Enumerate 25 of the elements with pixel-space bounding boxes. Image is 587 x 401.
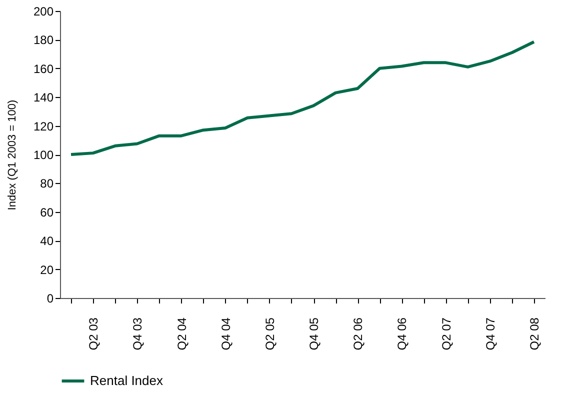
y-tick-label: 100 (33, 148, 54, 162)
legend-label: Rental Index (90, 373, 164, 388)
x-tick-label: Q2 07 (439, 317, 454, 350)
y-tick-label: 180 (33, 33, 54, 48)
y-tick-label: 20 (40, 262, 54, 277)
x-tick-label: Q4 04 (218, 317, 233, 350)
x-tick-label: Q2 03 (86, 317, 101, 350)
y-tick-label: 0 (46, 292, 54, 306)
x-tick-label: Q2 05 (262, 317, 277, 350)
x-tick-label: Q4 03 (130, 317, 145, 350)
y-tick-label: 160 (33, 62, 54, 76)
y-tick-label: 40 (40, 234, 54, 248)
y-tick-label: 60 (40, 205, 54, 220)
x-tick-label: Q2 08 (527, 317, 542, 350)
line-series (70, 40, 536, 156)
y-axis-title: Index (Q1 2003 = 100) (6, 100, 18, 210)
y-tick-label: 200 (33, 4, 54, 18)
x-tick-label: Q2 06 (351, 317, 366, 350)
x-tick-label: Q4 05 (307, 317, 322, 350)
y-tick-label: 120 (33, 119, 54, 134)
x-tick-label: Q4 07 (483, 317, 498, 350)
y-tick-label: 140 (33, 90, 54, 105)
x-tick-label: Q4 06 (395, 317, 410, 350)
x-tick-label: Q2 04 (174, 317, 189, 350)
y-tick-label: 80 (40, 176, 54, 191)
